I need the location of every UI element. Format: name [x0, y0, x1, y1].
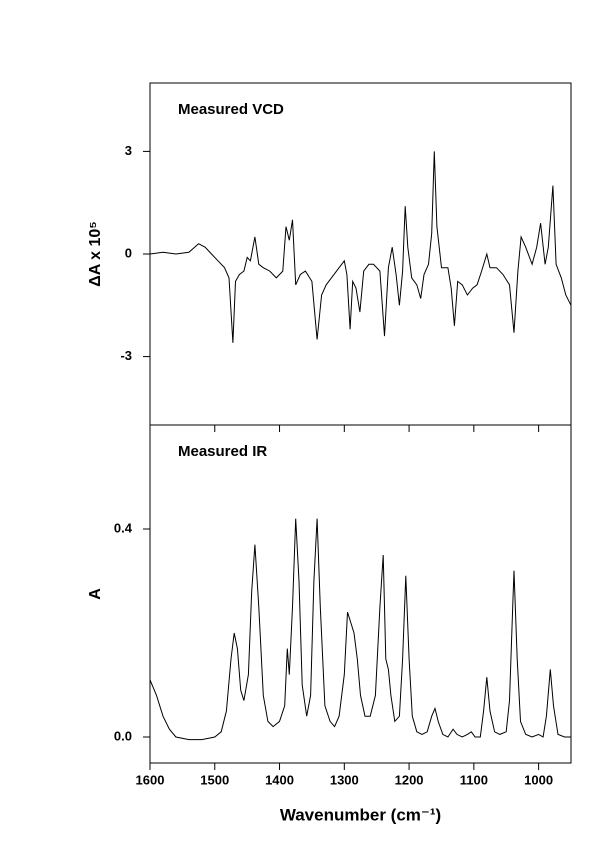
- panel-title: Measured VCD: [178, 101, 284, 118]
- y-tick-label: 0: [125, 245, 132, 260]
- y-tick-label: 0.0: [114, 728, 132, 743]
- y-tick-label: 0.4: [114, 520, 133, 535]
- x-tick-label: 1100: [460, 772, 488, 787]
- x-axis-label: Wavenumber (cm⁻¹): [280, 805, 441, 824]
- plot-frame: [149, 424, 572, 764]
- x-tick-label: 1200: [395, 772, 424, 787]
- spectrum-line: [149, 151, 572, 343]
- y-axis-label: A: [87, 588, 104, 600]
- x-tick-label: 1400: [265, 772, 294, 787]
- x-tick-label: 1500: [200, 772, 229, 787]
- y-axis-label: ΔA x 10⁵: [87, 221, 104, 287]
- panel-title: Measured IR: [178, 443, 267, 460]
- x-tick-label: 1300: [330, 772, 359, 787]
- y-tick-label: 3: [125, 143, 132, 158]
- y-tick-label: -3: [120, 348, 132, 363]
- x-tick-label: 1600: [136, 772, 165, 787]
- plot-frame: [149, 82, 572, 426]
- spectrum-line: [149, 518, 571, 741]
- x-tick-label: 1000: [524, 772, 553, 787]
